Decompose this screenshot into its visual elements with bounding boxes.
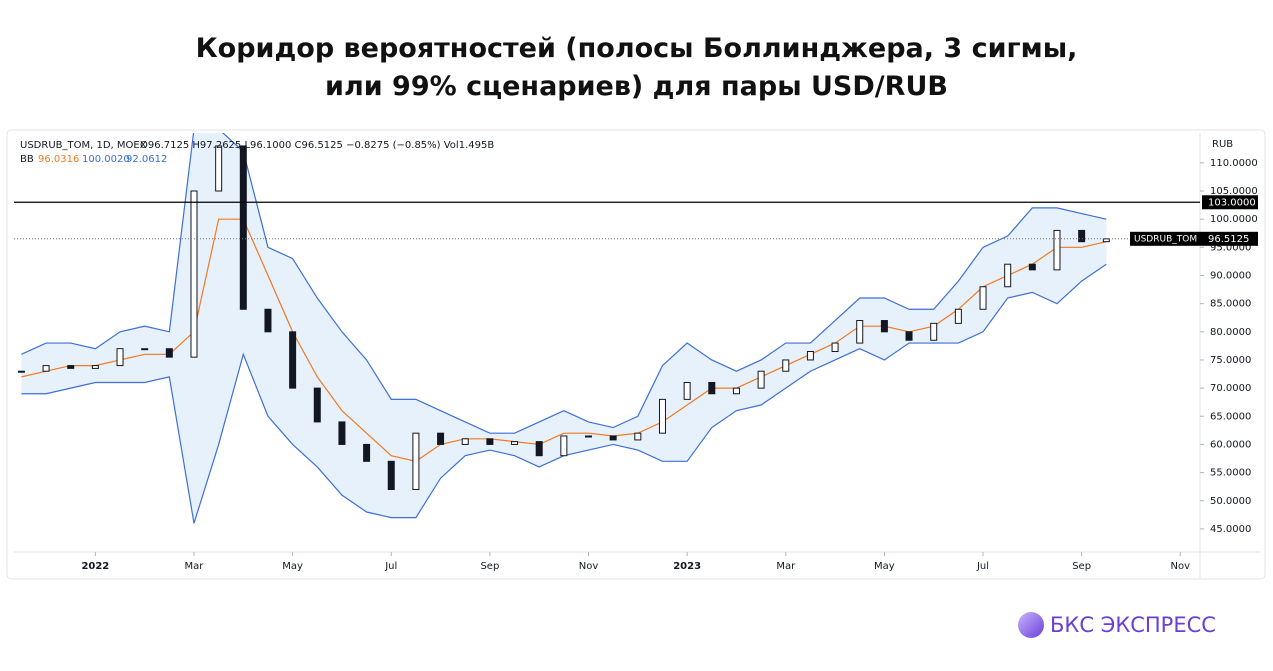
candle [116,348,124,367]
y-tick-label: 100.0000 [1210,214,1258,225]
x-tick-label: 2022 [81,561,109,572]
plot [17,133,1110,524]
candle [683,381,691,400]
candle [535,441,543,457]
x-tick-label: Jul [976,561,989,572]
band-area [21,133,1107,524]
y-tick-label: 60.0000 [1210,439,1251,450]
band-basis [21,218,1107,462]
y-tick-label: 95.0000 [1210,242,1251,253]
candle [905,331,913,341]
candle [338,421,346,445]
candle [831,342,839,353]
candle [1028,263,1036,271]
x-tick-label: Sep [480,561,499,572]
y-tick-label: 55.0000 [1210,468,1251,479]
candle [437,432,445,445]
brand-logo [1018,612,1044,638]
legend-bb-value: 96.0316 [38,154,79,165]
candle [732,387,740,395]
candle [91,365,99,369]
candle [363,443,371,462]
candle [289,331,297,389]
candle [708,381,716,395]
candle [67,365,75,369]
x-tick-label: Sep [1072,561,1091,572]
candle [1078,229,1086,243]
candle [1004,263,1012,288]
x-tick-label: Nov [579,561,599,572]
candle [461,438,469,445]
y-unit: RUB [1212,139,1233,150]
last-price-label: 96.5125 [1208,234,1249,245]
x-tick-label: Jul [384,561,397,572]
candle [239,145,247,310]
candle [190,190,198,358]
candle [264,308,272,333]
last-price-name: USDRUB_TOM [1134,234,1197,244]
y-tick-label: 50.0000 [1210,496,1251,507]
candle [17,370,25,373]
level-label-bg [1202,195,1258,210]
y-tick-label: 105.0000 [1210,186,1258,197]
candle [880,320,888,333]
candle [757,370,765,389]
x-tick-label: Nov [1171,561,1191,572]
candle [313,387,321,423]
candle [658,398,666,434]
candle [609,435,617,441]
headline: Коридор вероятностей (полосы Боллинджера… [0,30,1273,106]
candle [560,435,568,457]
candle [1053,229,1061,271]
candle [486,438,494,445]
y-tick-label: 70.0000 [1210,383,1251,394]
legend-ohlc: O96.7125 H97.2625 L96.1000 C96.5125 −0.8… [140,140,494,151]
level-label: 103.0000 [1208,197,1256,208]
brand-name: БКС ЭКСПРЕСС [1050,613,1216,637]
candle [930,322,938,341]
headline-line: Коридор вероятностей (полосы Боллинджера… [195,33,1078,64]
candle [806,351,814,361]
candle [215,145,223,192]
y-tick-label: 85.0000 [1210,299,1251,310]
candle [585,435,593,438]
candle [634,432,642,441]
y-tick-label: 65.0000 [1210,411,1251,422]
candle [42,365,50,372]
candle [782,359,790,372]
last-price-bg [1130,231,1258,246]
legend-bb: BB [20,154,34,165]
x-tick-label: May [874,561,895,572]
headline-line: или 99% сценариев) для пары USD/RUB [325,71,948,102]
legend-symbol: USDRUB_TOM, 1D, MOEX [20,140,147,151]
candle [511,441,519,445]
legend-bb-value: 92.0612 [126,154,167,165]
x-tick-label: 2023 [673,561,701,572]
x-tick-label: Mar [185,561,205,572]
x-tick-label: Mar [776,561,796,572]
y-tick-label: 80.0000 [1210,327,1251,338]
legend-bb-value: 100.0020 [82,154,130,165]
x-tick-label: May [282,561,303,572]
y-tick-label: 110.0000 [1210,158,1258,169]
candle [954,308,962,324]
candle [141,348,149,351]
candle [165,348,173,358]
y-tick-label: 75.0000 [1210,355,1251,366]
band-upper [21,133,1107,434]
candle [856,320,864,344]
candle [387,460,395,490]
y-tick-label: 45.0000 [1210,524,1251,535]
y-tick-label: 90.0000 [1210,270,1251,281]
candle [412,432,420,490]
candle [979,286,987,310]
